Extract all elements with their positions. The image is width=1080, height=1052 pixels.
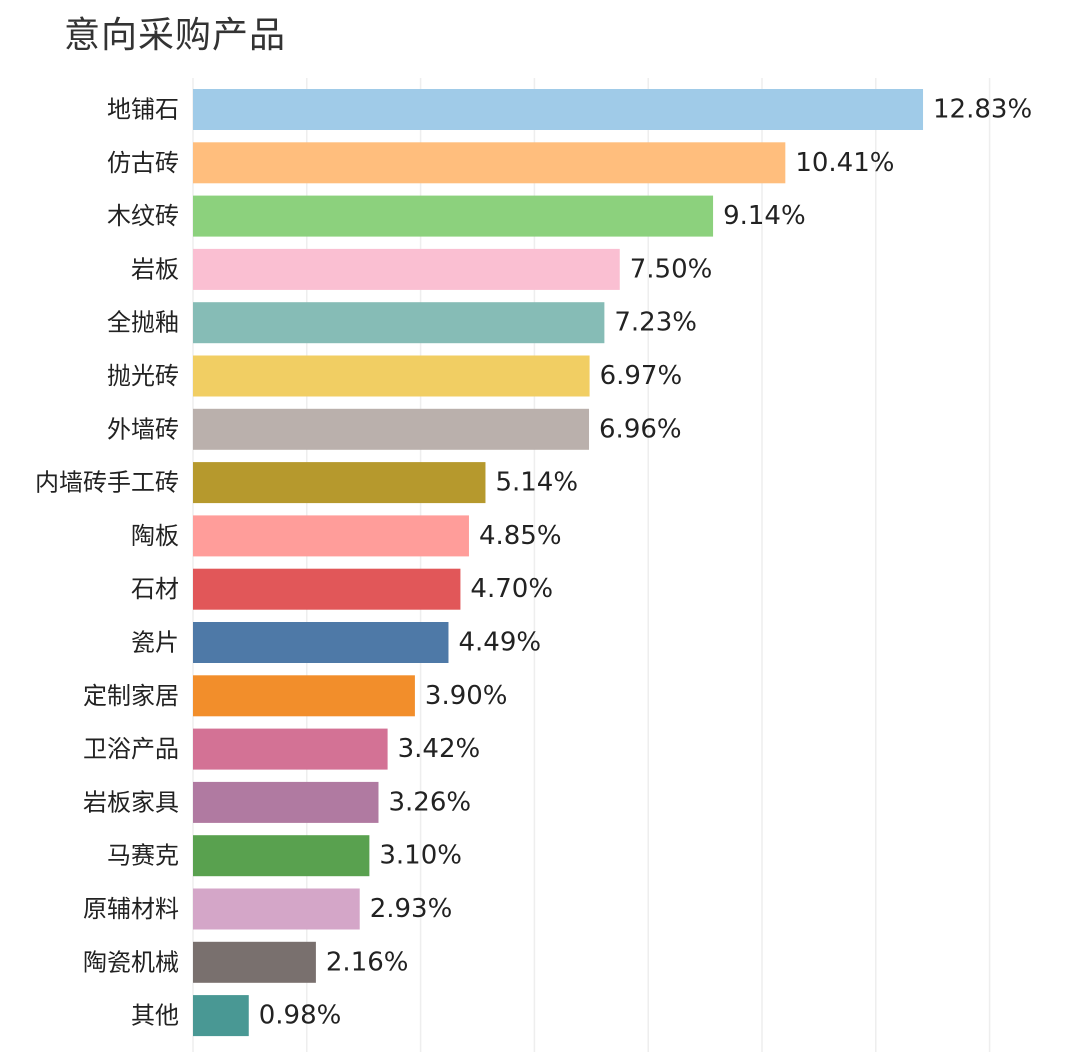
bar <box>193 195 714 237</box>
bar <box>193 568 461 610</box>
value-label: 2.93% <box>370 894 453 924</box>
category-label: 木纹砖 <box>107 202 179 230</box>
category-label: 全抛釉 <box>107 309 179 337</box>
category-label: 抛光砖 <box>107 362 179 390</box>
value-label: 4.49% <box>458 628 541 658</box>
value-label: 10.41% <box>795 148 894 178</box>
bar <box>193 728 388 770</box>
value-label: 6.96% <box>599 414 682 444</box>
category-label: 卫浴产品 <box>83 735 179 763</box>
bar <box>193 995 249 1037</box>
value-label: 4.70% <box>470 574 553 604</box>
bar <box>193 89 924 130</box>
gridlines <box>192 78 991 1052</box>
category-label: 石材 <box>131 575 179 603</box>
bar <box>193 622 449 663</box>
value-label: 12.83% <box>933 95 1032 125</box>
bars <box>193 89 924 1037</box>
bar <box>193 142 786 184</box>
bar <box>193 462 486 504</box>
category-label: 岩板 <box>131 255 179 283</box>
bar <box>193 941 316 983</box>
category-label: 内墙砖手工砖 <box>35 469 179 497</box>
bar <box>193 408 590 450</box>
bar <box>193 515 469 557</box>
category-label: 定制家居 <box>83 682 179 710</box>
bar <box>193 355 590 397</box>
category-label: 原辅材料 <box>83 895 179 923</box>
category-label: 马赛克 <box>107 842 179 870</box>
bar <box>193 302 605 344</box>
category-label: 瓷片 <box>131 629 179 657</box>
category-label: 外墙砖 <box>107 415 179 443</box>
value-label: 9.14% <box>723 201 806 231</box>
value-label: 3.42% <box>398 734 481 764</box>
bar <box>193 675 415 717</box>
value-label: 3.90% <box>425 681 508 711</box>
labels: 地铺石 12.83% 仿古砖 10.41% 木纹砖 9.14% 岩板 7.50% 全抛釉 7.23… <box>35 95 1032 1031</box>
bar <box>193 835 370 877</box>
value-label: 4.85% <box>479 521 562 551</box>
chart-title: 意向采购产品 <box>64 15 287 56</box>
bar <box>193 781 379 823</box>
bar <box>193 888 360 930</box>
value-label: 2.16% <box>326 947 409 977</box>
value-label: 3.10% <box>379 841 462 871</box>
category-label: 陶板 <box>131 522 179 550</box>
value-label: 3.26% <box>388 787 471 817</box>
category-label: 其他 <box>131 1002 179 1030</box>
category-label: 岩板家具 <box>83 788 179 816</box>
value-label: 0.98% <box>259 1001 342 1031</box>
category-label: 地铺石 <box>107 96 179 124</box>
value-label: 7.23% <box>614 308 697 338</box>
value-label: 5.14% <box>495 468 578 498</box>
category-label: 仿古砖 <box>107 149 179 177</box>
category-label: 陶瓷机械 <box>83 948 179 976</box>
bar <box>193 248 620 290</box>
value-label: 7.50% <box>630 254 713 284</box>
value-label: 6.97% <box>600 361 683 391</box>
